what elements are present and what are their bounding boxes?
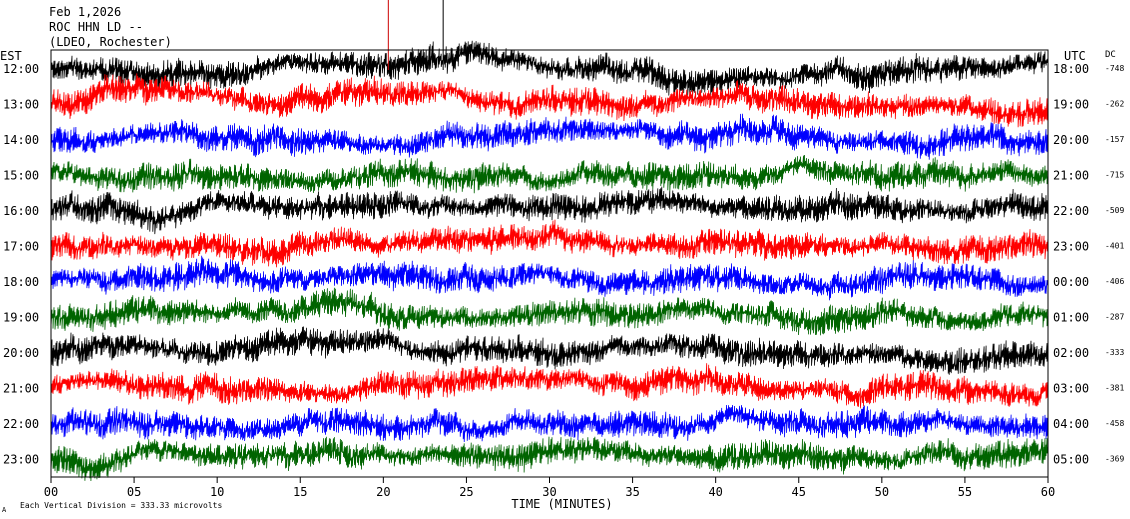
right-zone-label: UTC: [1064, 49, 1086, 63]
utc-label-0: 18:00: [1053, 62, 1089, 76]
utc-label-8: 02:00: [1053, 346, 1089, 360]
utc-label-11: 05:00: [1053, 453, 1089, 467]
utc-label-1: 19:00: [1053, 98, 1089, 112]
trace-row-10: [50, 404, 1049, 443]
x-tick-label-6: 30: [542, 485, 556, 499]
est-label-10: 22:00: [3, 417, 39, 431]
event-markers: [387, 0, 444, 70]
utc-label-3: 21:00: [1053, 169, 1089, 183]
dc-value-9: -381: [1105, 384, 1124, 393]
x-tick-label-10: 50: [875, 485, 889, 499]
x-axis: 00 05 10 15 20 25 30 35 40 45 50 55 60: [44, 477, 1055, 499]
x-tick-label-5: 25: [459, 485, 473, 499]
x-axis-label: TIME (MINUTES): [511, 497, 612, 511]
x-tick-label-0: 00: [44, 485, 58, 499]
x-tick-label-7: 35: [625, 485, 639, 499]
row-labels: 12:00 18:00 -748 13:00 19:00 -262 14:00 20:00 -1…: [3, 62, 1124, 467]
seismic-traces: [50, 40, 1049, 482]
x-tick-label-8: 40: [708, 485, 722, 499]
corner-mark: A: [2, 506, 7, 514]
trace-row-2: [50, 113, 1049, 160]
utc-label-10: 04:00: [1053, 417, 1089, 431]
est-label-2: 14:00: [3, 133, 39, 147]
utc-label-4: 22:00: [1053, 204, 1089, 218]
trace-row-9: [50, 363, 1049, 409]
utc-label-9: 03:00: [1053, 382, 1089, 396]
dc-value-2: -157: [1105, 135, 1124, 144]
trace-row-11: [50, 436, 1049, 482]
x-tick-label-2: 10: [210, 485, 224, 499]
utc-label-7: 01:00: [1053, 311, 1089, 325]
utc-label-6: 00:00: [1053, 275, 1089, 289]
est-label-7: 19:00: [3, 311, 39, 325]
x-tick-label-9: 45: [792, 485, 806, 499]
est-label-5: 17:00: [3, 240, 39, 254]
dc-value-1: -262: [1105, 100, 1124, 109]
trace-row-6: [50, 255, 1049, 301]
est-label-6: 18:00: [3, 275, 39, 289]
dc-value-7: -287: [1105, 313, 1124, 322]
x-tick-label-4: 20: [376, 485, 390, 499]
dc-value-8: -333: [1105, 348, 1124, 357]
utc-label-5: 23:00: [1053, 240, 1089, 254]
scale-note: Each Vertical Division = 333.33 microvol…: [20, 501, 222, 510]
left-zone-label: EST: [0, 49, 22, 63]
header-network: (LDEO, Rochester): [49, 35, 172, 49]
x-tick-label-3: 15: [293, 485, 307, 499]
dc-value-5: -401: [1105, 242, 1124, 251]
est-label-3: 15:00: [3, 169, 39, 183]
header-date: Feb 1,2026: [49, 5, 121, 19]
dc-value-10: -458: [1105, 419, 1124, 428]
est-label-0: 12:00: [3, 62, 39, 76]
trace-row-4: [50, 186, 1049, 235]
dc-value-6: -406: [1105, 277, 1124, 286]
dc-value-11: -369: [1105, 455, 1124, 464]
trace-row-3: [50, 154, 1049, 194]
trace-row-1: [50, 73, 1049, 128]
est-label-11: 23:00: [3, 453, 39, 467]
dc-label: DC: [1105, 50, 1116, 60]
header-station: ROC HHN LD --: [49, 20, 143, 34]
x-tick-label-1: 05: [127, 485, 141, 499]
dc-value-4: -509: [1105, 206, 1124, 215]
x-tick-label-11: 55: [958, 485, 972, 499]
trace-row-7: [50, 287, 1049, 336]
trace-row-0: [50, 40, 1049, 96]
est-label-1: 13:00: [3, 98, 39, 112]
dc-value-0: -748: [1105, 64, 1124, 73]
est-label-4: 16:00: [3, 204, 39, 218]
x-tick-label-12: 60: [1041, 485, 1055, 499]
trace-row-8: [50, 326, 1049, 375]
est-label-8: 20:00: [3, 346, 39, 360]
utc-label-2: 20:00: [1053, 133, 1089, 147]
est-label-9: 21:00: [3, 382, 39, 396]
trace-row-5: [50, 219, 1049, 268]
dc-value-3: -715: [1105, 171, 1124, 180]
